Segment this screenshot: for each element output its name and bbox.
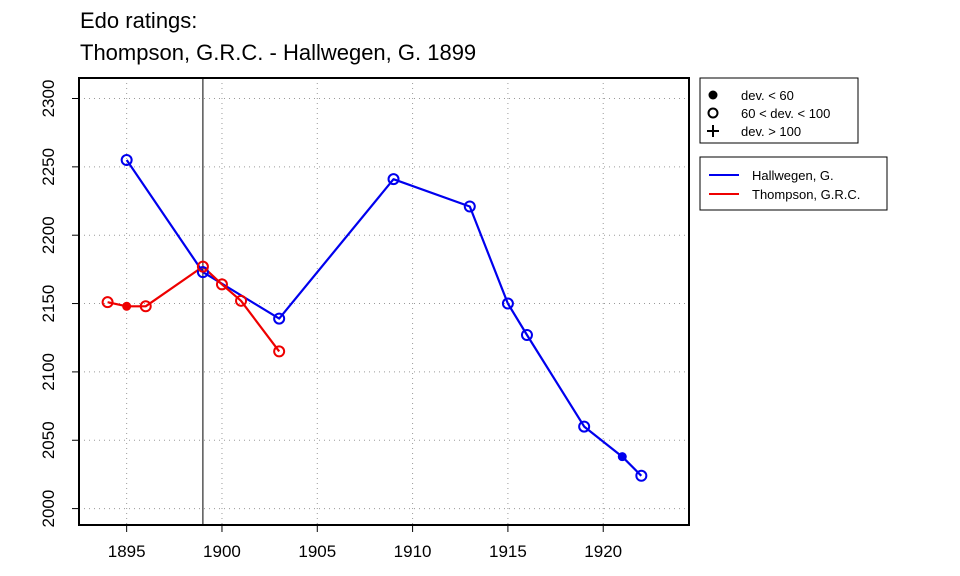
series-lines xyxy=(107,159,643,477)
data-point xyxy=(139,300,152,313)
data-point xyxy=(273,312,286,325)
y-tick-label: 2050 xyxy=(39,421,58,459)
data-point xyxy=(578,420,591,433)
data-point xyxy=(101,296,114,309)
data-point xyxy=(235,294,248,307)
legend-open-circle-marker xyxy=(707,107,719,119)
y-tick-label: 2250 xyxy=(39,148,58,186)
x-tick-label: 1910 xyxy=(394,542,432,561)
data-point xyxy=(387,173,400,186)
legend-deviation-label-2: 60 < dev. < 100 xyxy=(741,106,830,121)
legend-players-box xyxy=(699,156,888,211)
x-tick-label: 1920 xyxy=(584,542,622,561)
y-tick-label: 2150 xyxy=(39,285,58,323)
grid-lines xyxy=(79,78,689,525)
x-axis: 1895 1900 1905 1910 1915 1920 xyxy=(108,525,622,561)
y-tick-label: 2200 xyxy=(39,216,58,254)
data-point xyxy=(501,297,514,310)
y-tick-label: 2300 xyxy=(39,80,58,118)
legend-hallwegen-label: Hallwegen, G. xyxy=(752,168,834,183)
data-point xyxy=(120,154,133,167)
series-line-1 xyxy=(107,265,281,353)
x-tick-label: 1895 xyxy=(108,542,146,561)
legend-plus-marker xyxy=(707,125,719,137)
x-tick-label: 1905 xyxy=(298,542,336,561)
legend-deviation: dev. < 60 60 < dev. < 100 dev. > 100 xyxy=(699,77,859,144)
chart-title-line-2: Thompson, G.R.C. - Hallwegen, G. 1899 xyxy=(80,40,477,65)
data-point xyxy=(463,200,476,213)
y-tick-label: 2000 xyxy=(39,490,58,528)
y-tick-label: 2100 xyxy=(39,353,58,391)
legend-deviation-label-3: dev. > 100 xyxy=(741,124,801,139)
data-point xyxy=(196,266,209,279)
legend-players: Hallwegen, G. Thompson, G.R.C. xyxy=(699,156,888,211)
chart-title-line-1: Edo ratings: xyxy=(80,8,198,33)
data-point xyxy=(215,278,228,291)
data-point xyxy=(617,452,627,462)
legend-deviation-label-1: dev. < 60 xyxy=(741,88,794,103)
data-point xyxy=(635,469,648,482)
y-axis: 2000 2050 2100 2150 2200 2250 2300 xyxy=(39,80,79,528)
series-line-0 xyxy=(125,159,643,477)
x-tick-label: 1900 xyxy=(203,542,241,561)
legend-filled-circle-marker xyxy=(708,90,718,100)
data-point xyxy=(273,345,286,358)
plot-frame xyxy=(78,77,690,526)
x-tick-label: 1915 xyxy=(489,542,527,561)
data-point xyxy=(520,328,533,341)
data-point xyxy=(122,301,132,311)
series-points xyxy=(101,154,648,482)
data-point xyxy=(196,260,209,273)
legend-thompson-label: Thompson, G.R.C. xyxy=(752,187,860,202)
legend-deviation-box xyxy=(699,77,859,144)
